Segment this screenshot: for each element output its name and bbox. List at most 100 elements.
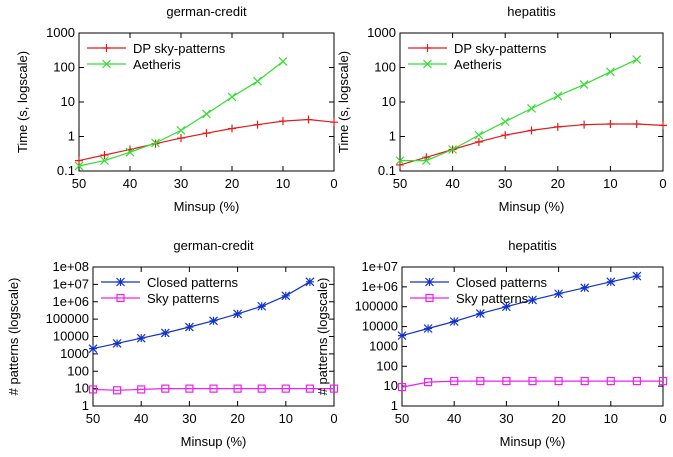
- data-point: [209, 316, 218, 326]
- x-tick-label: 10: [604, 411, 618, 426]
- data-point: [112, 338, 122, 348]
- data-point: [233, 384, 242, 393]
- legend-marker: [425, 277, 434, 287]
- series-line-2: [400, 58, 637, 162]
- legend-marker: [425, 293, 434, 303]
- data-point: [449, 317, 459, 326]
- data-point: [424, 377, 433, 387]
- y-tick-label: 1e+06: [52, 294, 89, 309]
- legend-marker: [102, 44, 111, 52]
- data-point: [554, 376, 563, 386]
- x-axis-label: Minsup (%): [181, 434, 247, 449]
- series-line-1: [92, 281, 311, 350]
- y-tick-label: 1e+08: [52, 259, 89, 274]
- data-point: [185, 384, 194, 393]
- data-point: [396, 160, 404, 169]
- legend-label: DP sky-patterns: [454, 41, 547, 56]
- data-point: [177, 134, 185, 143]
- chart-title: german-credit: [166, 4, 247, 19]
- x-tick-label: 40: [445, 176, 459, 191]
- series-line-2: [92, 388, 334, 391]
- chart-title: hepatitis: [508, 238, 557, 253]
- legend-label: Closed patterns: [147, 275, 239, 290]
- legend-label: Sky patterns: [147, 291, 220, 306]
- x-tick-label: 20: [230, 411, 244, 426]
- data-point: [474, 137, 483, 146]
- data-point: [151, 138, 160, 148]
- plot-frame: [78, 32, 335, 172]
- y-tick-label: 1e+07: [361, 259, 398, 274]
- data-point: [397, 382, 407, 392]
- x-tick-label: 0: [659, 411, 666, 426]
- x-tick-label: 40: [123, 176, 137, 191]
- data-point: [632, 376, 642, 386]
- y-tick-label: 1: [82, 398, 89, 413]
- x-tick-label: 30: [499, 411, 513, 426]
- x-tick-label: 50: [86, 411, 100, 426]
- data-point: [281, 384, 290, 393]
- y-tick-label: 1000: [46, 25, 75, 40]
- x-tick-label: 50: [395, 411, 409, 426]
- x-axis-label: Minsup (%): [499, 199, 565, 214]
- data-point: [580, 376, 589, 386]
- y-tick-label: 100: [376, 358, 398, 373]
- y-tick-label: 100000: [46, 311, 89, 326]
- y-tick-label: 10000: [53, 329, 89, 344]
- series-line-1: [401, 275, 638, 337]
- data-point: [209, 384, 218, 393]
- legend-label: Aetheris: [133, 57, 181, 72]
- data-point: [632, 271, 642, 281]
- plot-frame: [92, 266, 335, 407]
- data-point: [100, 151, 109, 160]
- data-point: [202, 129, 211, 138]
- y-axis-label: # patterns (logscale): [315, 278, 330, 396]
- data-point: [580, 120, 589, 129]
- data-point: [278, 57, 288, 66]
- legend-label: Aetheris: [454, 57, 502, 72]
- data-point: [553, 91, 563, 101]
- x-tick-label: 50: [393, 176, 407, 191]
- data-point: [88, 344, 98, 354]
- data-point: [450, 376, 459, 386]
- data-point: [88, 385, 98, 394]
- y-tick-label: 10: [61, 94, 75, 109]
- x-tick-label: 40: [447, 411, 461, 426]
- y-tick-label: 10: [75, 381, 89, 396]
- series-line-2: [401, 380, 663, 388]
- series-line-1: [78, 118, 335, 162]
- data-point: [475, 309, 485, 319]
- legend-marker: [423, 59, 432, 69]
- legend-marker: [116, 277, 125, 287]
- data-point: [257, 384, 266, 393]
- data-point: [253, 120, 262, 129]
- y-tick-label: 10: [384, 378, 398, 393]
- y-tick-label: 0.1: [57, 163, 75, 178]
- data-point: [527, 104, 536, 113]
- data-point: [161, 384, 170, 393]
- x-axis-label: Minsup (%): [500, 434, 566, 449]
- data-point: [305, 277, 315, 287]
- x-tick-label: 10: [603, 176, 617, 191]
- data-point: [305, 384, 314, 393]
- y-tick-label: 1000: [367, 25, 396, 40]
- data-point: [528, 295, 537, 305]
- data-point: [500, 117, 510, 127]
- data-point: [184, 322, 194, 332]
- data-point: [136, 333, 146, 343]
- x-tick-label: 40: [134, 411, 148, 426]
- y-tick-label: 100: [53, 60, 75, 75]
- y-tick-label: 1: [68, 129, 75, 144]
- chart-title: hepatitis: [507, 4, 556, 19]
- data-point: [228, 124, 236, 133]
- data-point: [423, 324, 433, 333]
- y-axis-label: Time (s, logscale): [15, 51, 30, 153]
- data-point: [632, 120, 641, 129]
- data-point: [160, 328, 170, 338]
- data-point: [606, 277, 616, 287]
- legend-label: Sky patterns: [456, 291, 529, 306]
- legend-label: DP sky-patterns: [133, 41, 226, 56]
